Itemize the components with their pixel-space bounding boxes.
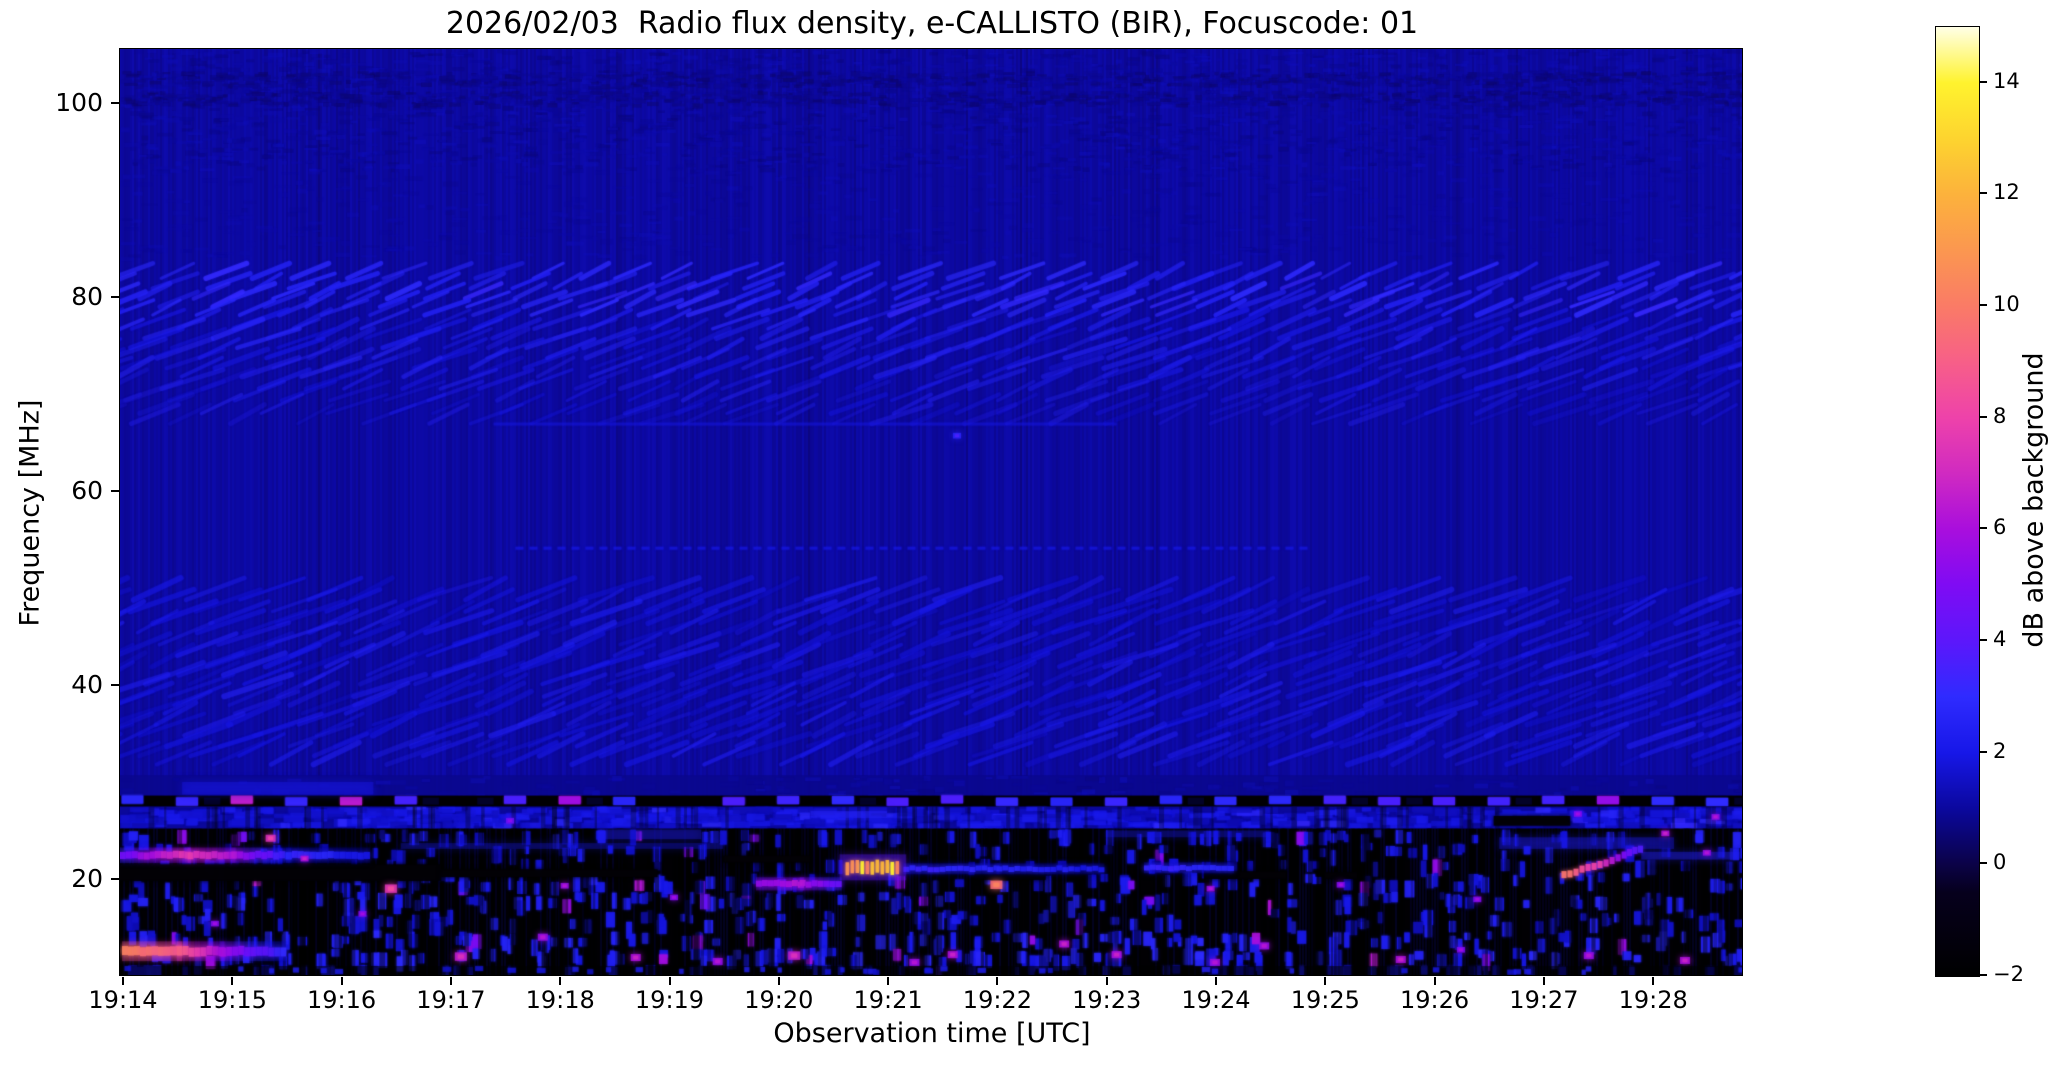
x-tick-label: 19:24 (1181, 986, 1251, 1014)
x-tick-mark (559, 977, 562, 985)
y-tick-mark (111, 102, 120, 104)
y-tick-mark (111, 878, 120, 880)
colorbar-tick-mark (1980, 862, 1987, 865)
colorbar-tick-label: 10 (1993, 292, 2020, 317)
x-tick-mark (231, 977, 234, 985)
colorbar-tick-label: 2 (1993, 738, 2007, 763)
colorbar-tick-label: 4 (1993, 627, 2007, 652)
colorbar-tick-mark (1980, 974, 1987, 976)
colorbar-tick-mark (1980, 527, 1987, 530)
x-tick-mark (1652, 977, 1655, 985)
x-tick-mark (1215, 977, 1217, 985)
colorbar-tick-mark (1980, 750, 1987, 753)
y-tick-label: 20 (71, 864, 103, 893)
x-tick-label: 19:25 (1290, 986, 1360, 1014)
colorbar-tick-mark (1980, 80, 1987, 83)
x-tick-mark (1542, 977, 1545, 985)
x-tick-mark (449, 977, 452, 985)
x-tick-mark (1105, 977, 1108, 985)
x-axis-label: Observation time [UTC] (773, 1018, 1091, 1049)
colorbar-tick-mark (1980, 304, 1987, 307)
x-tick-label: 19:23 (1072, 986, 1142, 1014)
x-tick-mark (122, 977, 124, 985)
x-tick-label: 19:15 (197, 986, 267, 1014)
x-tick-label: 19:20 (744, 986, 814, 1014)
colorbar-tick-mark (1980, 415, 1987, 418)
spectrogram-plot (119, 48, 1744, 977)
x-tick-label: 19:18 (525, 986, 595, 1014)
x-tick-label: 19:17 (416, 986, 486, 1014)
spectrogram-canvas (120, 49, 1743, 976)
y-tick-mark (111, 684, 120, 686)
x-tick-label: 19:21 (853, 986, 923, 1014)
x-tick-label: 19:22 (962, 986, 1032, 1014)
x-tick-mark (1433, 977, 1436, 985)
x-tick-label: 19:28 (1618, 986, 1688, 1014)
x-tick-label: 19:27 (1509, 986, 1579, 1014)
y-axis-label: Frequency [MHz] (14, 399, 46, 627)
y-tick-label: 100 (55, 88, 103, 117)
y-tick-mark (111, 296, 120, 298)
x-tick-mark (340, 977, 343, 985)
colorbar-tick-label: −2 (1993, 962, 2024, 986)
x-tick-mark (996, 977, 999, 985)
colorbar-label: dB above background (2018, 352, 2050, 648)
x-tick-mark (887, 977, 890, 985)
y-tick-label: 40 (71, 670, 103, 699)
chart-title: 2026/02/03 Radio flux density, e-CALLIST… (445, 6, 1419, 41)
x-tick-label: 19:14 (88, 986, 158, 1014)
x-tick-mark (668, 977, 671, 985)
x-tick-label: 19:19 (634, 986, 705, 1014)
y-tick-mark (111, 490, 120, 492)
colorbar-tick-label: 0 (1993, 850, 2007, 875)
colorbar-tick-mark (1980, 192, 1987, 195)
colorbar-tick-label: 8 (1993, 403, 2007, 428)
x-tick-mark (1324, 977, 1327, 985)
y-tick-label: 80 (71, 282, 103, 311)
colorbar (1935, 26, 1980, 977)
colorbar-tick-mark (1980, 639, 1987, 642)
colorbar-tick-label: 12 (1993, 180, 2020, 205)
colorbar-tick-label: 14 (1993, 68, 2020, 93)
colorbar-tick-label: 6 (1993, 515, 2007, 540)
x-tick-mark (777, 977, 780, 985)
x-tick-label: 19:16 (307, 986, 377, 1014)
x-tick-label: 19:26 (1400, 986, 1470, 1014)
y-tick-label: 60 (71, 476, 103, 505)
